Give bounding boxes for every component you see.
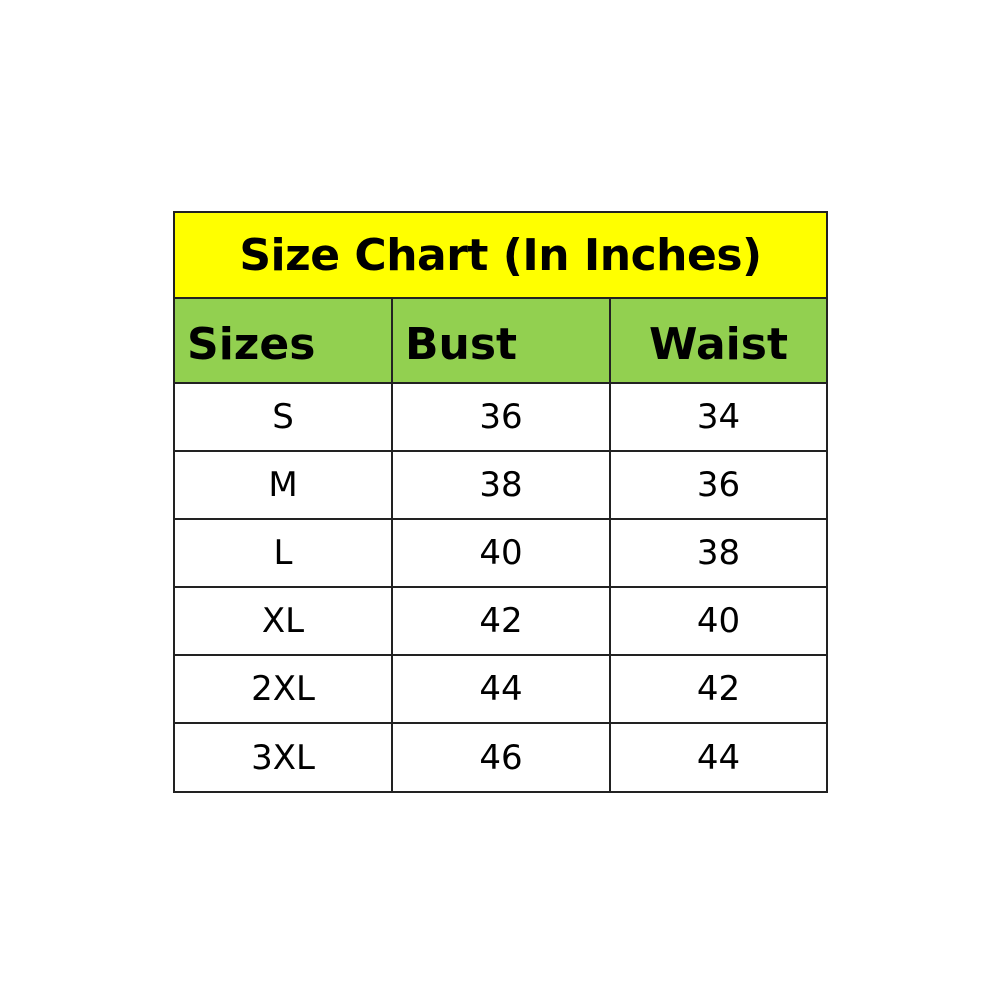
size-cell: S (175, 384, 393, 450)
header-waist: Waist (649, 319, 788, 370)
waist-cell: 38 (696, 533, 741, 573)
waist-cell: 34 (696, 397, 741, 437)
header-bust: Bust (393, 299, 611, 382)
size-cell: M (175, 452, 393, 518)
bust-cell: 40 (393, 520, 611, 586)
table-row: 2XL 44 42 (175, 656, 826, 724)
table-row: M 38 36 (175, 452, 826, 520)
waist-cell: 42 (696, 669, 741, 709)
bust-cell: 46 (393, 724, 611, 791)
size-cell: 3XL (175, 724, 393, 791)
table-row: S 36 34 (175, 384, 826, 452)
table-row: L 40 38 (175, 520, 826, 588)
waist-cell: 40 (696, 601, 741, 641)
size-chart-table: Size Chart (In Inches) Sizes Bust Waist … (173, 211, 828, 793)
table-row: XL 42 40 (175, 588, 826, 656)
table-row: 3XL 46 44 (175, 724, 826, 791)
bust-cell: 38 (393, 452, 611, 518)
header-row: Sizes Bust Waist (175, 299, 826, 384)
size-cell: 2XL (175, 656, 393, 722)
table-title: Size Chart (In Inches) (175, 213, 826, 299)
bust-cell: 44 (393, 656, 611, 722)
waist-cell: 44 (696, 737, 741, 778)
waist-cell: 36 (696, 465, 741, 505)
header-sizes: Sizes (175, 299, 393, 382)
bust-cell: 36 (393, 384, 611, 450)
bust-cell: 42 (393, 588, 611, 654)
size-cell: XL (175, 588, 393, 654)
size-cell: L (175, 520, 393, 586)
